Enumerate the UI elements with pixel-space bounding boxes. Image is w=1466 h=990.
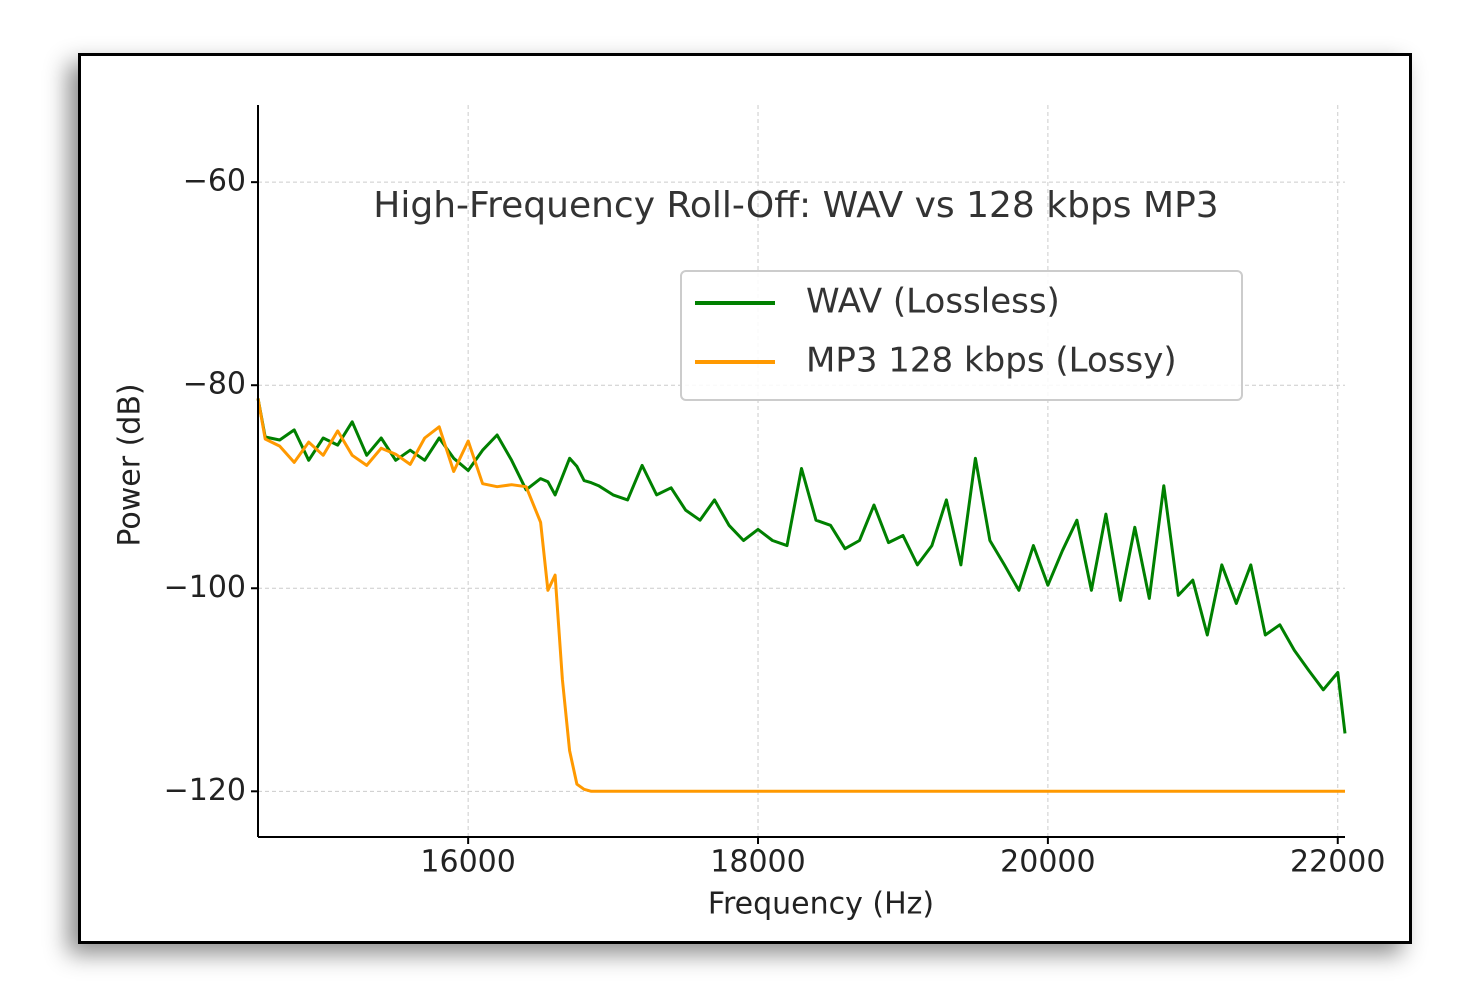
legend: WAV (Lossless) MP3 128 kbps (Lossy): [680, 270, 1243, 401]
y-tick-label: −100: [164, 570, 246, 605]
x-tick-label: 22000: [1290, 845, 1385, 880]
chart-frame: [78, 53, 1412, 944]
x-tick-label: 20000: [1000, 845, 1095, 880]
series-line: [256, 398, 1347, 734]
chart-title: High-Frequency Roll-Off: WAV vs 128 kbps…: [373, 185, 1218, 226]
legend-label: MP3 128 kbps (Lossy): [806, 341, 1177, 381]
series-line: [256, 398, 1345, 793]
x-axis-label: Frequency (Hz): [708, 887, 934, 922]
plot-lines: [256, 398, 1347, 793]
x-tick-label: 16000: [420, 845, 515, 880]
y-tick-label: −60: [183, 164, 246, 199]
y-tick-label: −120: [164, 773, 246, 808]
y-tick-label: −80: [183, 367, 246, 402]
y-axis-label: Power (dB): [113, 383, 148, 546]
x-tick-label: 18000: [710, 845, 805, 880]
legend-box: [680, 270, 1243, 401]
legend-label: WAV (Lossless): [806, 282, 1060, 322]
